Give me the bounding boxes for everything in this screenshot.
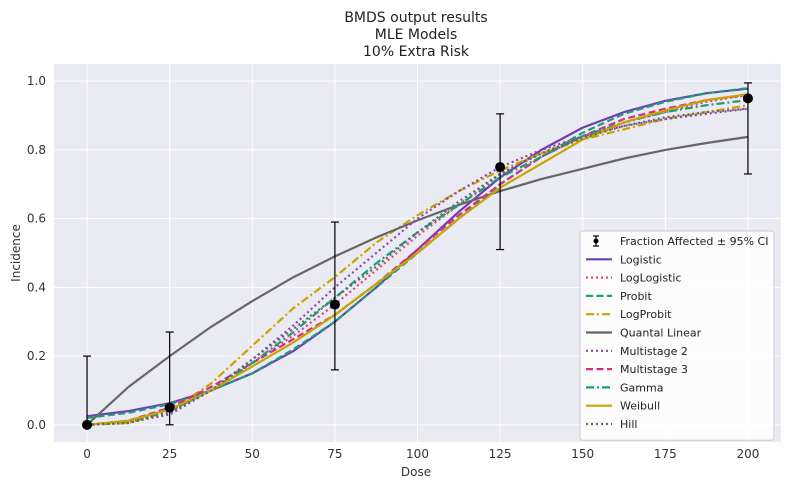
title-line-3: 10% Extra Risk — [363, 44, 470, 60]
legend-entry: Hill — [620, 418, 637, 431]
y-tick-label: 0.2 — [27, 349, 46, 363]
series-line-probit — [86, 87, 749, 419]
x-tick-label: 200 — [737, 447, 760, 461]
legend-entry: Multistage 2 — [620, 345, 688, 358]
x-tick-label: 0 — [83, 447, 91, 461]
legend-entry: Gamma — [620, 381, 663, 394]
x-tick-label: 125 — [489, 447, 512, 461]
legend-entry: Weibull — [620, 400, 660, 413]
title-line-1: BMDS output results — [344, 10, 487, 26]
legend-entry: Probit — [620, 290, 652, 303]
observed-point — [164, 402, 175, 413]
legend-swatch-observed-dot — [593, 238, 599, 244]
x-tick-labels: 0 25 50 75 100 125 150 175 200 — [83, 447, 759, 461]
observed-points — [82, 82, 753, 430]
x-tick-label: 25 — [162, 447, 177, 461]
legend-entry: LogProbit — [620, 308, 672, 321]
series-line-multistage-3 — [86, 93, 749, 426]
x-tick-label: 175 — [654, 447, 677, 461]
series-line-hill — [86, 107, 749, 426]
series-line-quantal-linear — [86, 135, 749, 426]
x-tick-label: 100 — [406, 447, 429, 461]
legend-entry: Fraction Affected ± 95% CI — [620, 235, 768, 248]
legend-entry: LogLogistic — [620, 272, 682, 285]
observed-point — [495, 162, 506, 173]
legend-entry: Logistic — [620, 253, 662, 266]
legend-entry: Quantal Linear — [620, 327, 702, 340]
x-tick-label: 50 — [245, 447, 260, 461]
legend: Fraction Affected ± 95% CI Logistic LogLog… — [579, 230, 775, 441]
y-axis-label: Incidence — [9, 224, 23, 282]
y-tick-label: 1.0 — [27, 74, 46, 88]
legend-box — [579, 230, 775, 441]
chart-title: BMDS output results MLE Models 10% Extra… — [344, 10, 487, 60]
y-tick-label: 0.4 — [27, 280, 46, 294]
legend-entry: Multistage 3 — [620, 363, 688, 376]
y-tick-label: 0.8 — [27, 143, 46, 157]
x-tick-label: 75 — [327, 447, 342, 461]
observed-point — [329, 299, 340, 310]
y-tick-label: 0.0 — [27, 418, 46, 432]
title-line-2: MLE Models — [375, 27, 458, 43]
y-tick-labels: 0.0 0.2 0.4 0.6 0.8 1.0 — [27, 74, 46, 432]
y-tick-label: 0.6 — [27, 212, 46, 226]
observed-point — [82, 419, 93, 430]
x-axis-label: Dose — [401, 465, 431, 479]
series-lines — [86, 87, 749, 426]
observed-point — [742, 93, 753, 104]
x-tick-label: 150 — [571, 447, 594, 461]
